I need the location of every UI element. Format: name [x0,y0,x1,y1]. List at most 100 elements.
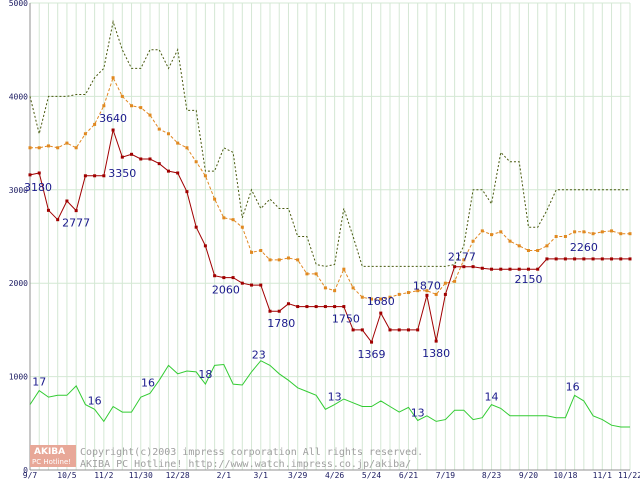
series-point-min [166,169,170,173]
series-point-average [462,258,466,262]
x-tick-label: 11/2 [94,471,113,480]
series-point-average [563,235,567,238]
series-point-average [591,232,595,236]
series-point-min [360,328,364,332]
series-line-max [29,19,630,267]
series-point-average [37,146,41,150]
series-point-min [157,162,161,166]
data-label-count: 18 [198,368,212,381]
akiba-logo-subtitle: PC Hotline! [32,458,71,466]
series-point-average [28,146,32,150]
series-point-average [296,258,300,262]
series-point-average [286,256,290,260]
series-point-average [600,230,604,234]
x-axis-ticks: 9/7 10/5 11/2 11/30 12/28 2/1 3/1 3/29 4/26 5/24 6… [23,471,640,480]
series-point-min [176,171,180,175]
chart-grid [29,2,631,471]
x-tick-label: 11/30 [129,471,153,480]
data-label-min: 2150 [514,273,542,286]
series-point-min [130,152,134,156]
series-point-min [286,302,290,306]
y-tick-label: 3000 [9,186,28,195]
series-line-min [29,128,630,344]
data-labels: 3180 2777 3640 3350 2060 1780 1750 1680 1369 1870… [24,112,598,419]
data-label-min: 1680 [367,295,395,308]
series-point-average [240,225,244,229]
series-point-min [499,267,503,271]
series-point-min [37,171,41,175]
series-point-min [508,267,512,271]
series-point-average [93,122,97,126]
series-point-average [139,106,143,110]
data-label-min: 3350 [108,167,136,180]
series-point-average [56,146,60,150]
series-point-average [268,258,272,262]
series-point-min [462,265,466,269]
series-point-average [130,104,134,108]
series-point-min [323,305,327,309]
series-point-min [333,305,337,309]
series-point-average [434,292,438,296]
data-label-min: 2177 [448,251,476,264]
series-point-average [305,272,309,276]
data-label-min: 1380 [422,347,450,360]
y-tick-label: 0 [23,466,28,475]
series-point-min [628,257,632,261]
series-point-min [120,155,124,159]
series-point-average [471,239,475,243]
series-point-min [268,309,272,313]
akiba-logo-box [30,445,76,467]
akiba-logo-title: AKIBA [34,447,65,457]
series-point-average [619,232,623,236]
series-point-average [406,291,410,295]
series-point-min [194,225,198,229]
series-point-min [93,174,97,178]
x-tick-label: 11/1 [593,471,612,480]
data-label-count: 13 [328,391,342,404]
series-point-average [231,218,235,222]
series-point-average [425,289,429,293]
series-point-average [194,160,198,164]
series-point-average [610,229,614,233]
series-point-min [471,265,475,269]
series-point-min [259,283,263,287]
series-point-min [416,328,420,332]
series-point-min [453,265,457,269]
series-point-min [573,257,577,261]
data-label-count: 17 [32,376,46,389]
series-point-min [139,157,143,161]
series-point-min [388,328,392,332]
series-point-min [148,157,152,161]
series-point-min [490,267,494,271]
data-label-min: 2260 [570,241,598,254]
series-point-average [259,249,263,253]
data-label-count: 14 [485,391,499,404]
chart-series [28,19,632,428]
series-point-min [65,199,69,203]
x-tick-label: 5/24 [362,471,381,480]
series-point-average [148,113,152,117]
x-tick-label: 3/29 [288,471,307,480]
series-point-average [351,286,355,290]
series-point-average [203,174,207,178]
data-label-count: 23 [252,349,266,362]
x-tick-label: 11/22 [618,471,640,480]
series-point-average [74,146,78,150]
series-point-average [508,239,512,243]
series-point-min [425,293,429,297]
x-tick-label: 9/20 [519,471,538,480]
series-point-average [573,230,577,234]
series-point-min [240,281,244,285]
series-point-average [111,76,115,80]
series-point-average [554,235,558,238]
series-line-average [30,76,630,300]
series-point-min [305,305,309,309]
data-label-count: 13 [411,406,425,419]
x-tick-label: 10/5 [57,471,76,480]
x-tick-label: 9/7 [23,471,38,480]
series-point-min [111,128,115,132]
series-point-average [490,233,494,237]
series-point-min [480,266,484,270]
series-point-average [360,295,364,299]
series-point-min [203,244,207,248]
